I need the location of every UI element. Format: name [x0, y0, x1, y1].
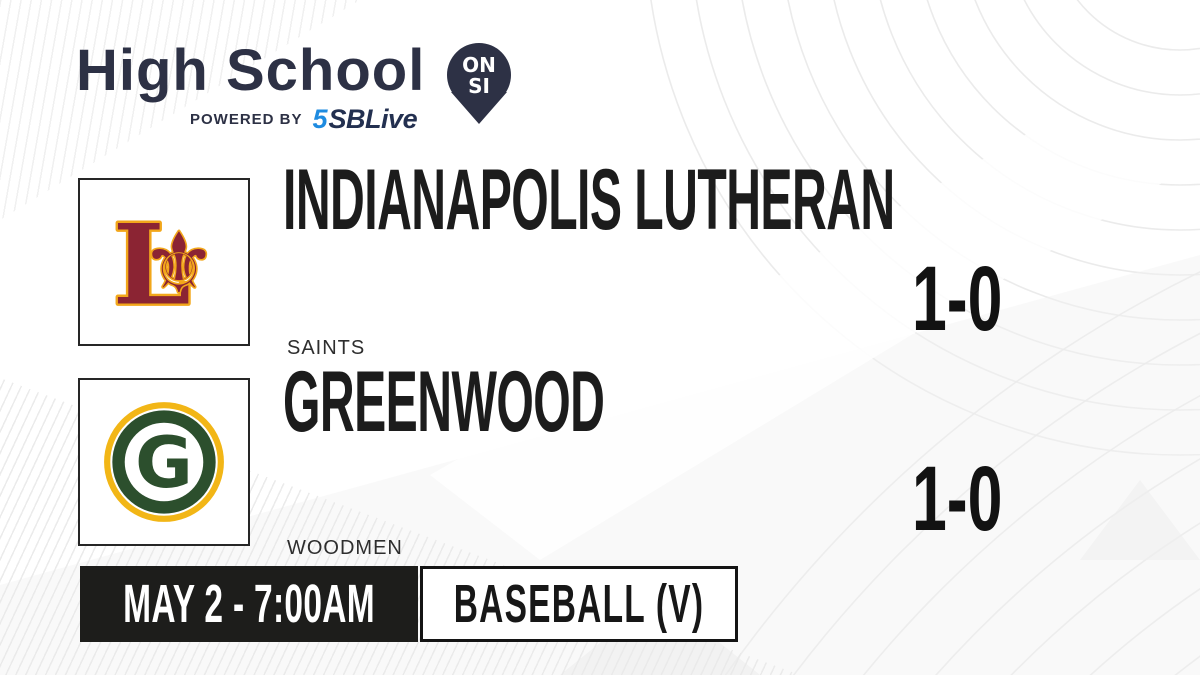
team1-logo-box: L ⚜ [78, 178, 250, 346]
indianapolis-lutheran-logo-icon: L ⚜ [110, 198, 217, 326]
team2-name: GREENWOOD [283, 354, 605, 450]
sblive-wordmark: SBLive [328, 103, 418, 134]
on-si-pin-icon: ON SI [447, 43, 511, 124]
team2-mascot: WOODMEN [287, 537, 403, 559]
powered-by-label: POWERED BY [190, 110, 303, 128]
team1-name: INDIANAPOLIS LUTHERAN [283, 152, 895, 248]
pin-text-on: ON [462, 53, 496, 77]
brand-title: High School [76, 38, 426, 103]
powered-by-row: POWERED BY 5SBLive [190, 102, 418, 136]
sport-level-badge: BASEBALL (V) [420, 566, 738, 642]
greenwood-logo-icon: G [104, 402, 224, 522]
g-letter: G [135, 422, 193, 504]
sblive-bolt-icon: 5 [312, 103, 328, 134]
sblive-logo: 5SBLive [312, 103, 418, 134]
team1-mascot: SAINTS [287, 337, 366, 359]
pin-text-si: SI [468, 74, 490, 98]
team2-logo-box: G [78, 378, 250, 546]
fleur-de-lis-icon: ⚜ [142, 215, 217, 312]
game-datetime-badge: MAY 2 - 7:00AM [80, 566, 418, 642]
team2-record: 1-0 [912, 448, 1003, 550]
team1-record: 1-0 [912, 248, 1003, 350]
